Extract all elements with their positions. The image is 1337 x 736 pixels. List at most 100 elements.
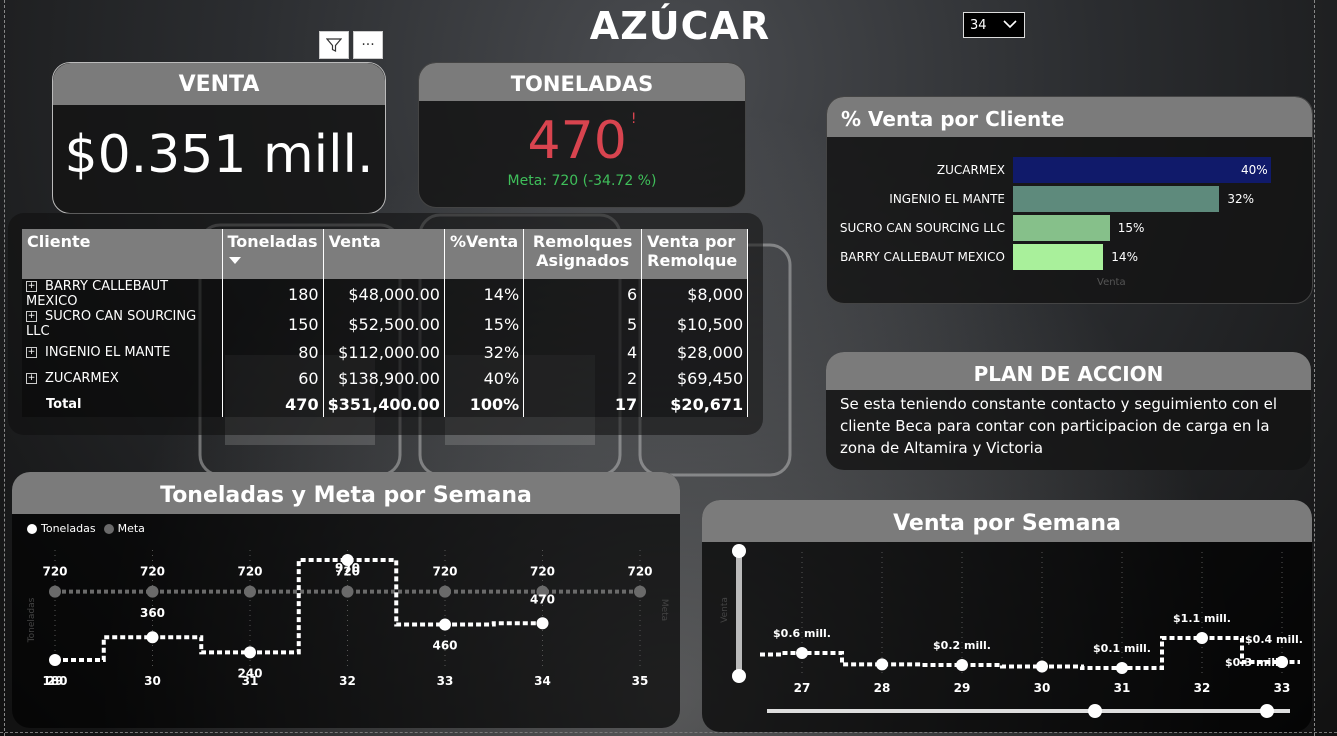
pct-bar-value: 15% <box>1117 221 1145 235</box>
series-toneladas-line <box>55 558 543 662</box>
pct-bar[interactable] <box>1013 157 1271 183</box>
venta-point[interactable] <box>796 647 808 659</box>
cell-remolques: 4 <box>523 339 643 365</box>
x-range-slider-handle-left[interactable] <box>1088 704 1102 718</box>
x-tick-label: 30 <box>1034 681 1051 695</box>
x-tick-label: 31 <box>1114 681 1131 695</box>
pct-bar-row[interactable]: SUCRO CAN SOURCING LLC 15% <box>827 215 1144 241</box>
toneladas-point[interactable] <box>146 631 159 644</box>
col-header-toneladas[interactable]: Toneladas <box>222 229 324 279</box>
col-header-venta-remolque[interactable]: Venta por Remolque <box>641 229 749 279</box>
cell-remolques: 5 <box>523 309 643 339</box>
pct-bar[interactable] <box>1013 186 1220 212</box>
expand-icon[interactable]: + <box>26 311 37 322</box>
kpi-toneladas-card[interactable]: TONELADAS 470! Meta: 720 (-34.72 %) <box>418 62 746 208</box>
meta-point[interactable] <box>244 585 256 598</box>
cell-venta_rem-text: $28,000 <box>677 342 744 362</box>
cell-toneladas: 60 <box>222 365 324 391</box>
y-range-slider-handle-top[interactable] <box>732 544 746 558</box>
pct-bar[interactable] <box>1013 215 1110 241</box>
meta-point[interactable] <box>439 585 451 598</box>
cell-cliente-text: Total <box>46 396 82 412</box>
venta-point[interactable] <box>876 658 888 671</box>
venta-data-label: $0.3 mill. <box>1225 656 1283 669</box>
toneladas-point[interactable] <box>49 654 61 666</box>
x-tick-label: 28 <box>874 681 891 695</box>
col-header-remolques[interactable]: Remolques Asignados <box>523 229 643 279</box>
chart-legend: Toneladas Meta <box>27 522 145 535</box>
cell-pct-text: 14% <box>483 284 520 304</box>
series-venta-line <box>760 636 1300 670</box>
cell-pct: 32% <box>444 339 525 365</box>
toneladas-meta-card: Toneladas y Meta por Semana <box>12 472 680 728</box>
venta-point[interactable] <box>1036 660 1048 673</box>
cell-toneladas-text: 470 <box>285 394 319 414</box>
col-header-pct-venta[interactable]: %Venta <box>444 229 525 279</box>
cell-venta_rem-text: $10,500 <box>677 314 744 334</box>
toneladas-data-label: 240 <box>237 666 262 680</box>
table-row[interactable]: + BARRY CALLEBAUT MEXICO 180 $48,000.00 14% 6… <box>22 279 749 309</box>
cell-venta-text: $138,900.00 <box>338 368 440 388</box>
legend-label-toneladas[interactable]: Toneladas <box>41 522 96 535</box>
pct-bar-row[interactable]: INGENIO EL MANTE 32% <box>827 186 1254 212</box>
meta-point[interactable] <box>49 585 61 598</box>
cell-pct-text: 15% <box>483 314 520 334</box>
cell-venta-text: $112,000.00 <box>338 342 440 362</box>
plan-accion-card: PLAN DE ACCION Se esta teniendo constant… <box>826 352 1311 470</box>
venta-point[interactable] <box>956 659 968 671</box>
x-tick-label: 31 <box>242 674 259 688</box>
table-row[interactable]: + ZUCARMEX 60 $138,900.00 40% 2 $69,450 <box>22 365 749 391</box>
col-header-cliente[interactable]: Cliente <box>22 229 223 279</box>
y-range-slider-handle-bottom[interactable] <box>732 669 746 683</box>
week-dropdown-value: 34 <box>970 18 987 33</box>
cell-remolques: 17 <box>523 391 643 417</box>
col-header-venta[interactable]: Venta <box>323 229 445 279</box>
meta-point[interactable] <box>341 585 354 598</box>
venta-semana-chart[interactable]: Venta 27 28 29 30 31 32 33 $0.6 mill. $0.2 mill. $… <box>702 540 1312 730</box>
cell-toneladas: 180 <box>222 279 324 309</box>
kpi-toneladas-meta: Meta: 720 (-34.72 %) <box>507 173 657 189</box>
meta-point[interactable] <box>634 585 646 598</box>
cell-pct: 15% <box>444 309 525 339</box>
venta-point[interactable] <box>1276 656 1288 668</box>
expand-icon[interactable]: + <box>26 281 37 292</box>
toneladas-point[interactable] <box>536 617 549 630</box>
venta-point[interactable] <box>1196 632 1208 644</box>
toneladas-point[interactable] <box>341 554 354 566</box>
filter-icon[interactable] <box>319 31 349 59</box>
toneladas-point[interactable] <box>244 646 256 659</box>
meta-point[interactable] <box>146 585 159 598</box>
cell-venta: $138,900.00 <box>323 365 445 391</box>
table-row[interactable]: + SUCRO CAN SOURCING LLC 150 $52,500.00 15% 5… <box>22 309 749 339</box>
legend-label-meta[interactable]: Meta <box>117 522 145 535</box>
plan-accion-text: Se esta teniendo constante contacto y se… <box>840 395 1277 457</box>
expand-icon[interactable]: + <box>26 372 37 384</box>
meta-data-label: 720 <box>432 565 457 579</box>
week-dropdown[interactable]: 34 <box>963 12 1025 38</box>
cell-venta_rem: $69,450 <box>641 365 749 391</box>
expand-icon[interactable]: + <box>26 346 37 358</box>
venta-point[interactable] <box>1116 662 1128 674</box>
x-tick-label: 34 <box>534 674 551 688</box>
cell-remolques-text: 5 <box>626 314 638 334</box>
table-row[interactable]: + INGENIO EL MANTE 80 $112,000.00 32% 4 $28,00… <box>22 339 749 365</box>
meta-data-label: 720 <box>237 565 262 579</box>
pct-bar-row[interactable]: ZUCARMEX 40% <box>827 157 1271 183</box>
cell-venta: $48,000.00 <box>323 279 445 309</box>
x-range-slider-handle-right[interactable] <box>1260 704 1274 718</box>
more-options-icon[interactable]: ··· <box>353 31 383 59</box>
toneladas-data-label: 470 <box>530 592 555 606</box>
pct-bar-row[interactable]: BARRY CALLEBAUT MEXICO 14% <box>827 244 1138 270</box>
chevron-down-icon <box>1002 16 1018 36</box>
cell-venta: $52,500.00 <box>323 309 445 339</box>
y2-axis-label: Meta <box>659 599 669 621</box>
table-total-row[interactable]: Total 470 $351,400.00 100% 17 $20,671 <box>22 391 749 417</box>
meta-point[interactable] <box>536 585 549 598</box>
toneladas-point[interactable] <box>439 618 451 631</box>
x-tick-label: 33 <box>437 674 454 688</box>
cell-pct: 14% <box>444 279 525 309</box>
x-tick-label: 32 <box>339 674 356 688</box>
pct-bar[interactable] <box>1013 244 1104 270</box>
toneladas-meta-chart[interactable]: Toneladas Meta 29 30 31 32 33 34 35 720 720 720 720 7… <box>12 540 680 700</box>
kpi-venta-card[interactable]: VENTA $0.351 mill. <box>52 62 386 214</box>
